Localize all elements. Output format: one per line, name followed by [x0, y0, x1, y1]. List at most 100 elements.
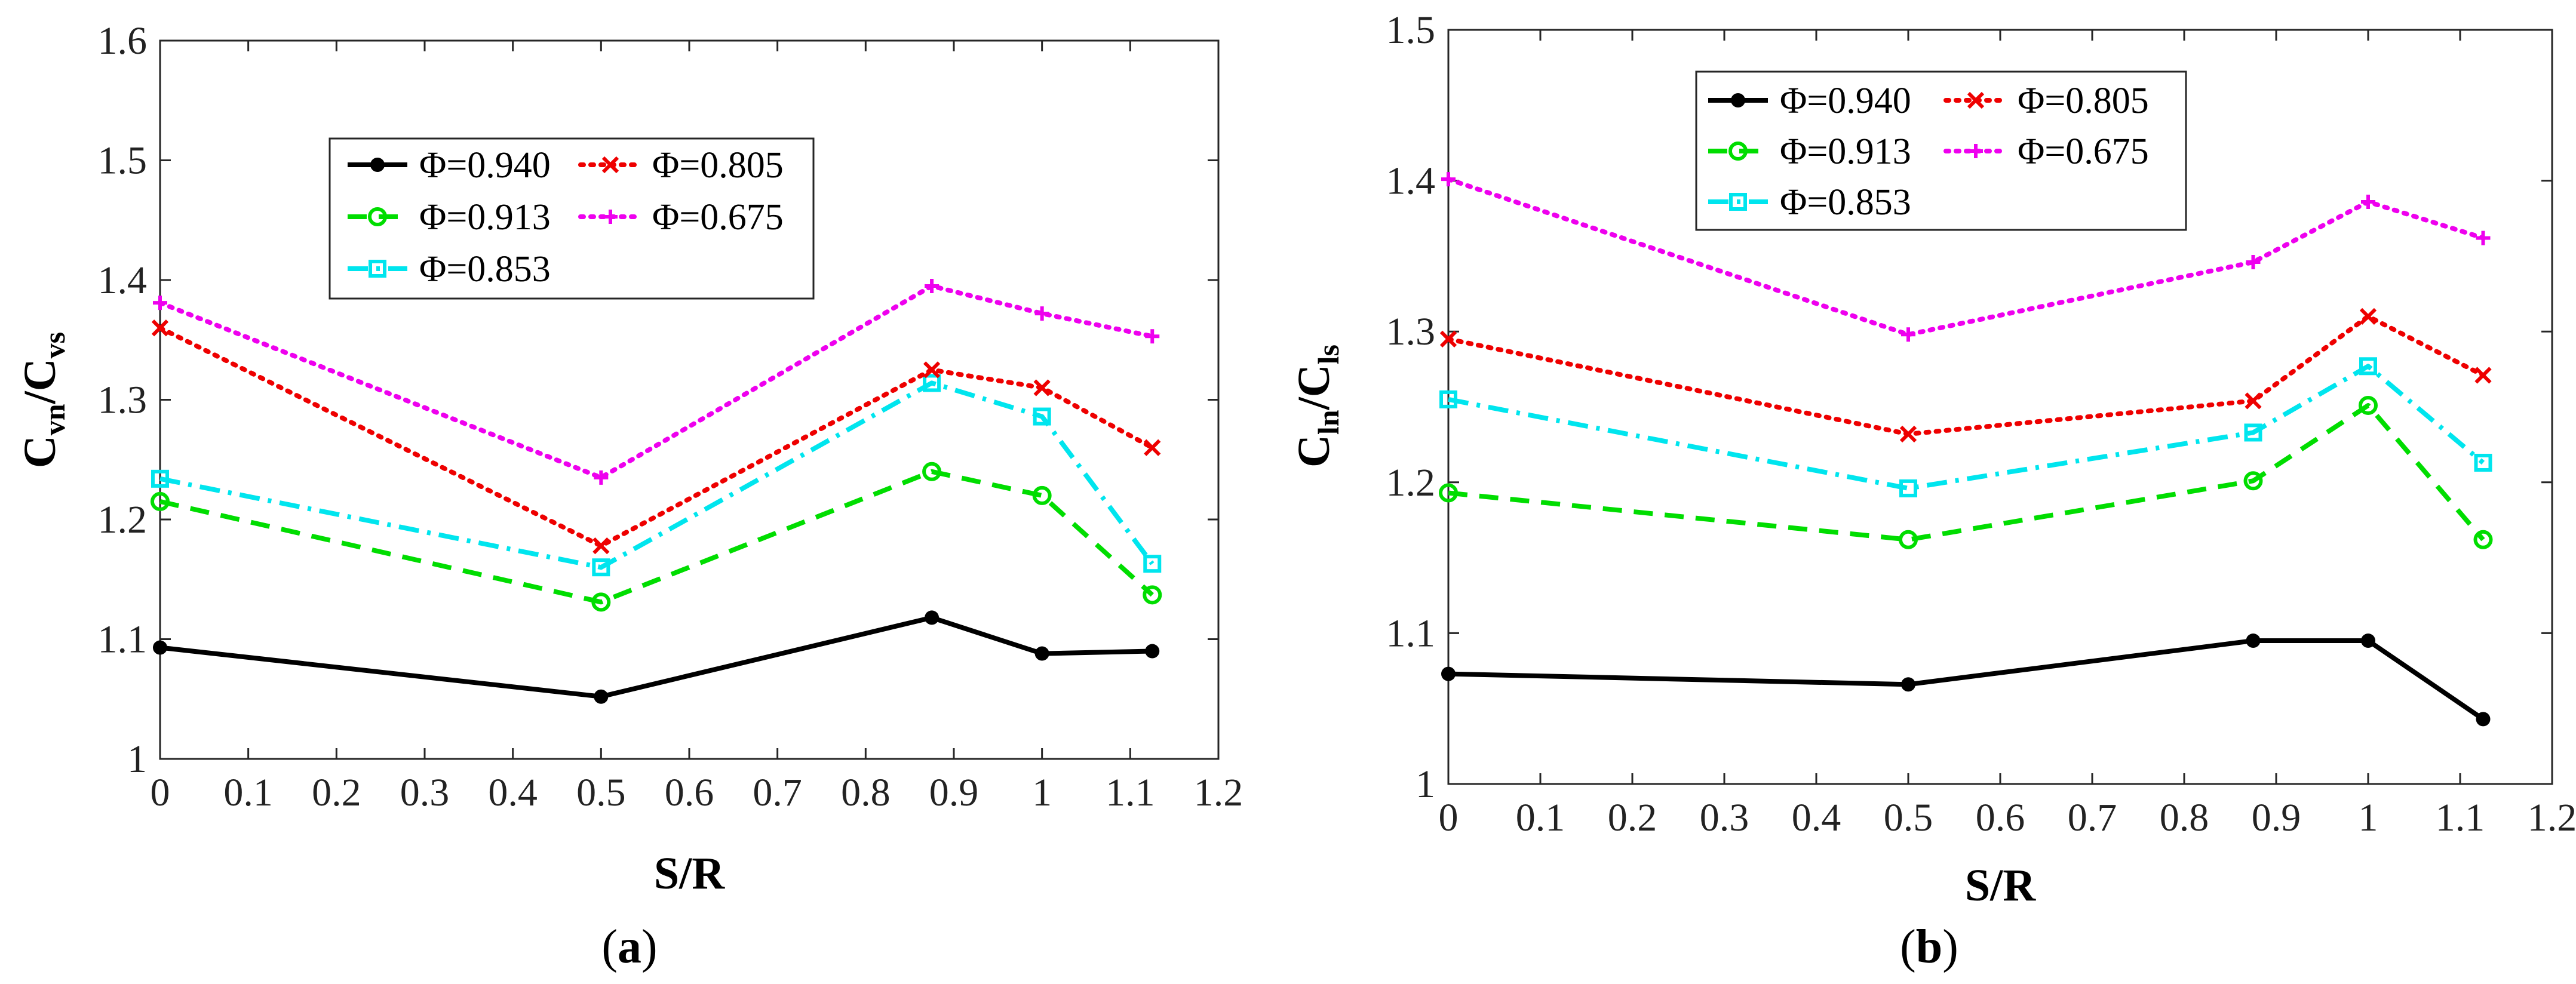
legend-symbol — [348, 260, 407, 278]
y-tick-label: 1.1 — [98, 618, 148, 662]
data-point — [1439, 483, 1458, 503]
data-point — [2476, 230, 2491, 245]
data-point — [922, 462, 942, 481]
legend-label: Φ=0.805 — [652, 145, 784, 186]
x-tick-label: 0.8 — [2160, 796, 2209, 840]
legend-label: Φ=0.913 — [1780, 131, 1911, 172]
legend-marker — [1728, 142, 1748, 161]
data-point — [2474, 453, 2492, 472]
x-tick-label: 0.3 — [400, 771, 450, 814]
data-point — [594, 470, 609, 485]
data-point — [1034, 646, 1049, 661]
legend-label: Φ=0.675 — [652, 197, 784, 238]
legend-label: Φ=0.853 — [1780, 182, 1911, 223]
chart-panel-a: 11.11.21.31.41.51.6 0 0.1 0.2 0.3 0.4 0.5 0.6 0… — [15, 19, 1243, 973]
data-point — [2361, 194, 2375, 209]
data-point — [1901, 677, 1915, 692]
legend-marker — [1731, 93, 1745, 107]
legend-marker — [1967, 91, 1985, 109]
x-tick-label: 1.2 — [2528, 796, 2576, 840]
data-point — [1145, 644, 1160, 659]
data-point — [2245, 392, 2262, 410]
x-tick-label: 1.1 — [1106, 771, 1155, 814]
legend-symbol — [348, 158, 407, 172]
legend: Φ=0.940 Φ=0.913 Φ=0.853 Φ=0.805 Φ=0.675 — [328, 137, 815, 300]
panel-caption: (a) — [601, 921, 657, 973]
legend-box — [328, 137, 815, 300]
legend-symbol — [578, 210, 643, 224]
y-tick-label: 1.5 — [98, 139, 148, 183]
series-layer — [1439, 172, 2493, 727]
data-point — [2359, 395, 2378, 415]
legend-label: Φ=0.940 — [1780, 81, 1911, 121]
legend-symbol — [1708, 142, 1768, 161]
data-point — [1033, 379, 1051, 396]
x-tick-label: 0.3 — [1700, 796, 1749, 840]
data-point — [153, 640, 167, 655]
legend-box — [1695, 70, 2187, 231]
legend-label: Φ=0.675 — [2018, 131, 2149, 172]
series-0.675 — [1441, 172, 2491, 342]
data-point — [592, 537, 610, 555]
x-tick-label: 0.6 — [665, 771, 714, 814]
series-0.940 — [153, 610, 1160, 704]
x-tick-label: 1 — [1032, 771, 1052, 814]
y-tick-label: 1.3 — [98, 379, 148, 422]
data-point — [2246, 255, 2261, 270]
series-0.853 — [151, 374, 1162, 577]
legend-symbol — [578, 156, 643, 174]
series-0.940 — [1441, 634, 2491, 727]
series-line — [159, 380, 1155, 570]
legend-label: Φ=0.940 — [419, 145, 551, 186]
data-point — [1143, 555, 1162, 573]
data-point — [1439, 390, 1457, 408]
legend-marker — [601, 156, 619, 174]
y-tick-label: 1 — [127, 737, 147, 781]
data-point — [1144, 439, 1161, 456]
data-point — [2359, 308, 2377, 325]
y-ticks: 1 1.1 1.2 1.3 1.4 1.5 1.6 — [98, 19, 1218, 781]
data-point — [925, 279, 939, 294]
x-tick-label: 0 — [151, 771, 170, 814]
x-tick-label: 0.7 — [753, 771, 802, 814]
data-point — [151, 491, 170, 511]
legend-marker — [1729, 193, 1747, 211]
data-point — [2474, 367, 2492, 384]
x-tick-label: 1.1 — [2436, 796, 2485, 840]
y-tick-label: 1.5 — [1386, 8, 1436, 52]
y-tick-label: 1.4 — [1386, 159, 1436, 203]
x-tick-label: 0.1 — [1516, 796, 1565, 840]
x-axis-label: S/R — [654, 848, 725, 899]
x-tick-label: 0.6 — [1976, 796, 2025, 840]
x-tick-label: 0.5 — [1884, 796, 1933, 840]
series-line — [1448, 403, 2485, 542]
legend-label: Φ=0.913 — [419, 197, 551, 238]
x-tick-label: 0.9 — [2252, 796, 2301, 840]
data-point — [2246, 634, 2261, 648]
data-point — [1441, 666, 1456, 681]
x-tick-label: 0.4 — [1792, 796, 1841, 840]
series-line — [1448, 364, 2485, 491]
data-point — [591, 592, 611, 612]
x-tick-label: 0.5 — [576, 771, 626, 814]
x-tick-label: 0.9 — [929, 771, 979, 814]
legend-label: Φ=0.805 — [2018, 81, 2149, 121]
legend-symbol — [1943, 91, 2008, 109]
legend-marker — [368, 207, 387, 226]
data-point — [1901, 327, 1915, 342]
x-tick-label: 0.8 — [841, 771, 891, 814]
series-0.913 — [151, 462, 1162, 612]
y-tick-label: 1.2 — [98, 498, 148, 542]
panel-caption: (b) — [1900, 921, 1958, 973]
x-tick-label: 0.7 — [2068, 796, 2117, 840]
y-tick-label: 1 — [1416, 762, 1435, 806]
y-axis-label: Cvn/Cvs — [15, 332, 71, 468]
series-0.913 — [1439, 395, 2493, 549]
data-point — [1441, 172, 1456, 187]
legend-symbol — [1708, 93, 1768, 107]
x-tick-label: 1 — [2359, 796, 2378, 840]
data-point — [1899, 479, 1917, 497]
chart-panel-b: 11.11.21.31.41.5 0 0.1 0.2 0.3 0.4 0.5 0.6 0.7 0… — [1289, 8, 2576, 973]
legend-label: Φ=0.853 — [419, 249, 551, 290]
